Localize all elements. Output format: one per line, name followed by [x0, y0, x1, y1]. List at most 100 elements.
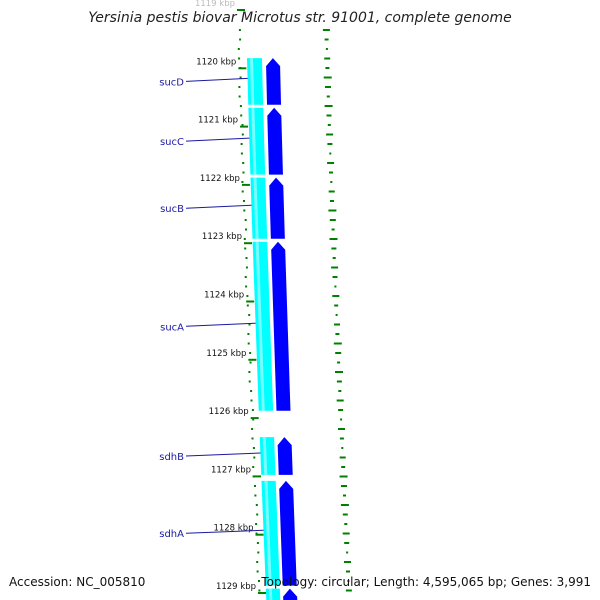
- gene-label-sucB[interactable]: sucB: [160, 204, 184, 215]
- scale-ticks: 1119 kbp 1120 kbp 1121 kbp 1122 kbp 1123 kbp…: [195, 0, 266, 594]
- dot-right: [341, 447, 344, 449]
- dot-left: [239, 38, 242, 41]
- dot-right: [338, 409, 344, 411]
- dot-right: [335, 371, 343, 373]
- accession-text: Accession: NC_005810: [9, 575, 146, 589]
- dot-left: [258, 580, 260, 582]
- tick-label: 1120 kbp: [196, 57, 236, 67]
- dot-right: [346, 551, 349, 554]
- gene-block-inner-sucC: [248, 107, 266, 175]
- dot-right: [332, 257, 336, 259]
- feature-tracks: [247, 58, 298, 600]
- dot-right: [323, 76, 332, 79]
- dot-left: [238, 86, 241, 88]
- dot-left: [256, 570, 259, 573]
- dot-right: [332, 295, 340, 297]
- dot-right: [329, 152, 332, 155]
- dot-left: [240, 152, 243, 155]
- gene-label-sucA[interactable]: sucA: [160, 322, 184, 333]
- dot-right: [326, 95, 330, 98]
- dot-right: [331, 228, 335, 231]
- dot-left: [248, 314, 251, 316]
- dot-left: [249, 361, 252, 364]
- dot-right: [329, 171, 333, 174]
- dot-right: [327, 143, 333, 145]
- dot-right: [324, 105, 333, 107]
- gene-arrow-outer-sdhD: [283, 588, 298, 600]
- dot-right: [328, 190, 335, 193]
- gene-block-inner-shine: [251, 107, 257, 175]
- dot-left: [241, 124, 244, 126]
- tick-label: 1125 kbp: [206, 349, 246, 359]
- dot-left: [240, 143, 243, 145]
- tick-label: 1121 kbp: [198, 116, 238, 126]
- dot-right: [325, 48, 328, 50]
- topology-text: Topology: circular; Length: 4,595,065 bp…: [261, 575, 591, 589]
- dot-left: [239, 76, 242, 79]
- dot-left: [258, 589, 261, 592]
- tick-label: 1122 kbp: [200, 174, 240, 184]
- gene-block-inner-shine: [262, 437, 268, 475]
- gene-label-sdhA[interactable]: sdhA: [159, 529, 184, 540]
- dot-right: [339, 437, 344, 440]
- dot-right: [336, 399, 344, 402]
- dot-right: [331, 266, 339, 269]
- dot-right: [325, 86, 331, 88]
- dot-left: [254, 494, 257, 497]
- gene-arrow-outer-sucA: [271, 241, 291, 411]
- dot-left: [255, 523, 258, 525]
- dot-left: [252, 418, 255, 421]
- dot-left: [257, 551, 260, 554]
- dot-right: [341, 485, 347, 487]
- dot-right: [345, 589, 352, 592]
- dot-left: [238, 95, 241, 98]
- dot-left: [252, 466, 255, 468]
- dot-left: [240, 114, 243, 117]
- map-title: Yersinia pestis biovar Microtus str. 910…: [88, 10, 512, 26]
- tick-label: 1126 kbp: [209, 407, 249, 417]
- dot-right: [336, 380, 342, 383]
- gene-block-inner-shine: [264, 480, 272, 586]
- dot-left: [243, 200, 245, 202]
- dot-right: [331, 247, 337, 250]
- dot-right: [334, 323, 340, 326]
- dot-right: [340, 504, 349, 506]
- dot-left: [246, 295, 249, 297]
- gene-arrow-outer-sucB: [269, 177, 285, 239]
- dot-left: [244, 247, 247, 250]
- dot-left: [253, 456, 256, 459]
- dot-right: [347, 580, 350, 582]
- dot-right: [324, 38, 329, 41]
- dot-right: [330, 200, 334, 202]
- dot-left: [248, 323, 251, 326]
- dot-right: [326, 114, 332, 117]
- dot-left: [238, 29, 241, 31]
- gene-label-sucD[interactable]: sucD: [159, 77, 184, 88]
- dot-right: [334, 285, 337, 288]
- dot-left: [243, 209, 246, 212]
- gene-label-sucC[interactable]: sucC: [160, 137, 184, 148]
- dot-left: [241, 181, 244, 183]
- dot-left: [239, 105, 242, 107]
- gene-block-inner-shine: [268, 588, 273, 600]
- gene-block-inner-shine: [250, 58, 255, 105]
- gene-label-sdhB[interactable]: sdhB: [159, 452, 184, 463]
- dot-right: [327, 162, 335, 164]
- dot-right: [342, 513, 348, 516]
- gc-content-dots: [237, 29, 352, 592]
- gene-block-inner-shine: [253, 177, 259, 239]
- dot-right: [332, 276, 338, 278]
- dot-left: [245, 257, 248, 259]
- dot-left: [249, 352, 252, 354]
- dot-left: [255, 532, 258, 535]
- dot-right: [324, 57, 331, 60]
- gene-leader-line: [185, 529, 264, 534]
- dot-left: [238, 57, 241, 60]
- dot-right: [335, 333, 340, 335]
- tick-label: 1119 kbp: [195, 0, 235, 9]
- tick-label: 1128 kbp: [213, 524, 253, 534]
- dot-left: [245, 228, 247, 231]
- gene-leader-line: [185, 77, 248, 82]
- dot-right: [338, 390, 342, 392]
